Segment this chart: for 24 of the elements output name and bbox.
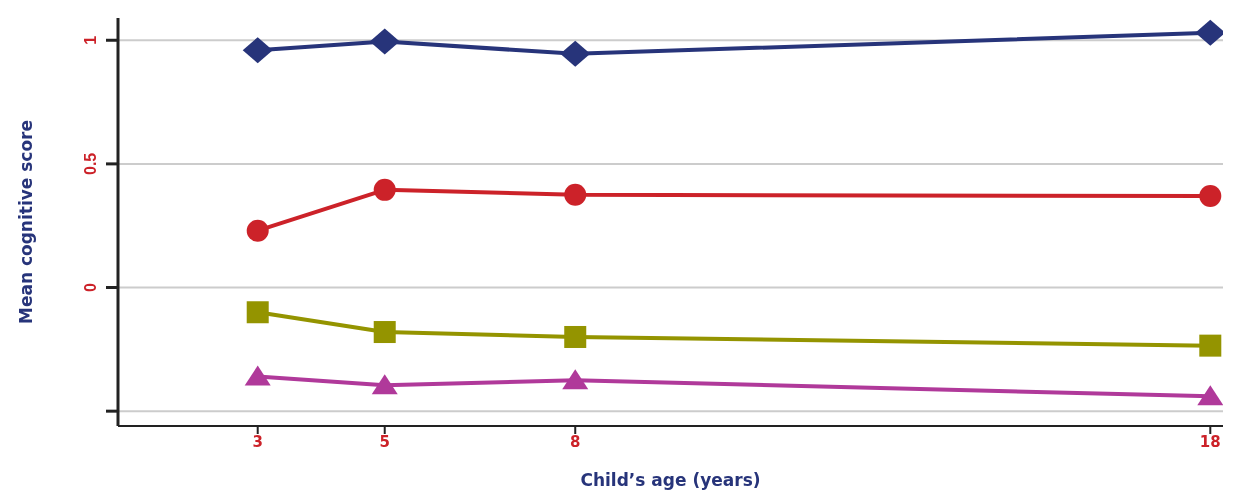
y-tick-label: 0.5 — [82, 152, 99, 176]
x-axis-title: Child’s age (years) — [580, 470, 761, 490]
x-tick-label: 8 — [570, 432, 581, 451]
point — [373, 321, 396, 344]
x-tick-label: 3 — [252, 432, 263, 451]
point — [244, 365, 271, 386]
y-tick-label: 1 — [82, 35, 99, 45]
point — [369, 28, 400, 55]
point — [246, 219, 269, 242]
point — [371, 374, 398, 395]
point — [1199, 334, 1222, 357]
point — [373, 178, 396, 201]
point — [562, 369, 589, 390]
point — [1197, 385, 1223, 406]
point — [246, 301, 269, 324]
y-axis-title: Mean cognitive score — [16, 119, 37, 325]
y-tick-label: 0 — [82, 282, 99, 292]
point — [564, 325, 587, 348]
point — [564, 183, 587, 206]
point — [560, 40, 591, 67]
point — [242, 37, 273, 64]
point — [1199, 185, 1222, 208]
x-tick-label: 5 — [379, 432, 390, 451]
x-tick-label: 18 — [1199, 432, 1221, 451]
